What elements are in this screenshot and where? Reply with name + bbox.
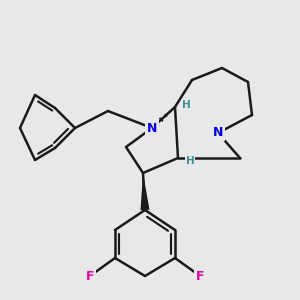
Polygon shape [140,173,149,210]
Text: F: F [196,269,204,283]
Text: H: H [182,100,190,110]
Text: N: N [147,122,157,134]
Text: F: F [86,269,94,283]
Text: N: N [213,127,223,140]
Text: H: H [186,156,194,166]
